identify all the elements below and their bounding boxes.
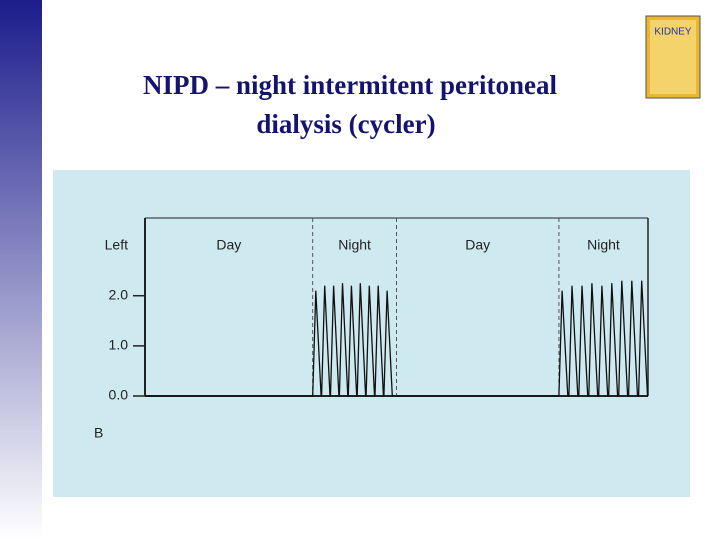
panel-label: B — [94, 425, 103, 441]
y-tick-label: 0.0 — [109, 387, 129, 403]
book-title: KIDNEY — [654, 27, 692, 38]
period-label: Day — [465, 237, 490, 253]
book-cover: KIDNEY — [645, 15, 701, 99]
title: dialysis (cycler) — [256, 109, 435, 139]
period-label: Night — [338, 237, 371, 253]
period-label: Day — [216, 237, 241, 253]
book-panel — [650, 20, 696, 94]
period-label: Night — [587, 237, 620, 253]
side-bar — [0, 0, 42, 540]
plot: 0.0 1.0 2.0 Left Day Night Day Night B — [94, 217, 649, 441]
waveform — [145, 280, 649, 397]
title: NIPD – night intermitent peritoneal — [143, 70, 557, 100]
y-tick-label: Left — [105, 236, 128, 252]
y-tick-label: 1.0 — [109, 337, 129, 353]
y-tick-label: 2.0 — [109, 286, 129, 302]
